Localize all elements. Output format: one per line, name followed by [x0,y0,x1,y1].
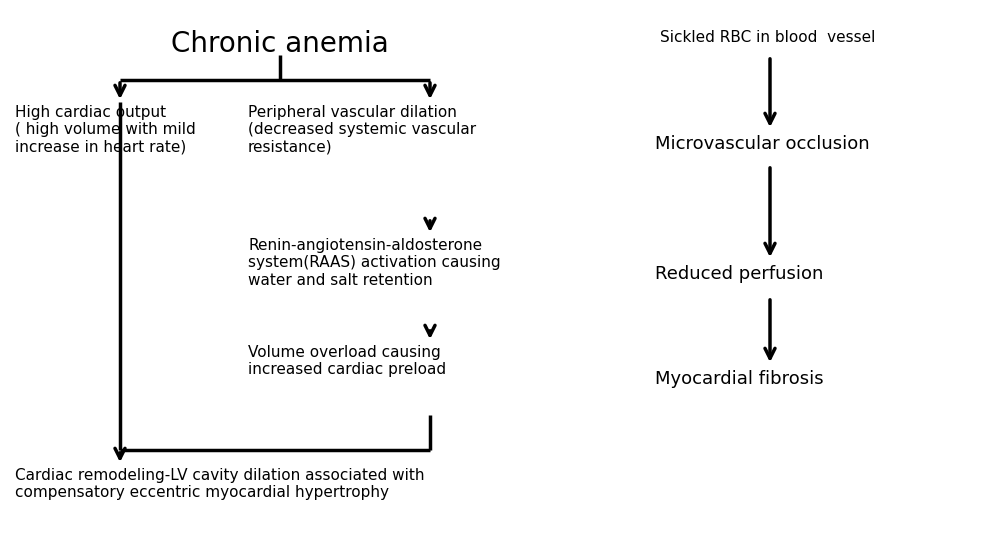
Text: Reduced perfusion: Reduced perfusion [655,265,823,283]
Text: Myocardial fibrosis: Myocardial fibrosis [655,370,823,388]
Text: Volume overload causing
increased cardiac preload: Volume overload causing increased cardia… [248,345,446,377]
Text: Sickled RBC in blood  vessel: Sickled RBC in blood vessel [660,30,876,45]
Text: Microvascular occlusion: Microvascular occlusion [655,135,870,153]
Text: Peripheral vascular dilation
(decreased systemic vascular
resistance): Peripheral vascular dilation (decreased … [248,105,476,155]
Text: High cardiac output
( high volume with mild
increase in heart rate): High cardiac output ( high volume with m… [15,105,196,155]
Text: Cardiac remodeling-LV cavity dilation associated with
compensatory eccentric myo: Cardiac remodeling-LV cavity dilation as… [15,468,425,501]
Text: Chronic anemia: Chronic anemia [172,30,388,58]
Text: Renin-angiotensin-aldosterone
system(RAAS) activation causing
water and salt ret: Renin-angiotensin-aldosterone system(RAA… [248,238,501,288]
